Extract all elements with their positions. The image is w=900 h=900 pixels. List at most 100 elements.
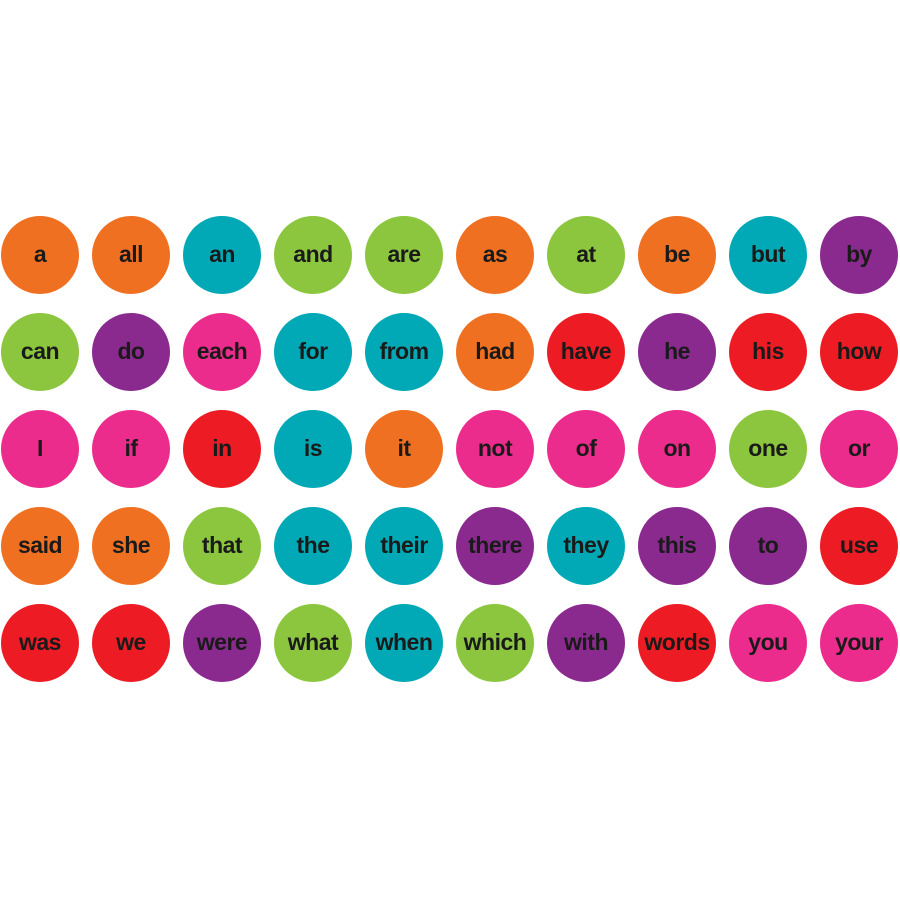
word-circle bbox=[274, 604, 352, 682]
word-circle bbox=[638, 216, 716, 294]
word-label: words bbox=[643, 629, 709, 655]
word-label: from bbox=[379, 338, 428, 364]
word-circle bbox=[92, 216, 170, 294]
word-circle bbox=[365, 313, 443, 391]
word-label: on bbox=[663, 435, 690, 461]
word-circle bbox=[183, 604, 261, 682]
word-circle bbox=[274, 216, 352, 294]
word-label: an bbox=[209, 241, 235, 267]
word-circle bbox=[729, 313, 807, 391]
word-label: with bbox=[563, 629, 608, 655]
word-circle bbox=[638, 604, 716, 682]
word-label: I bbox=[37, 435, 43, 461]
word-circle bbox=[820, 410, 898, 488]
word-label: they bbox=[563, 532, 609, 558]
word-label: to bbox=[758, 532, 779, 558]
word-label: in bbox=[212, 435, 231, 461]
word-circle bbox=[547, 313, 625, 391]
word-circle bbox=[638, 507, 716, 585]
word-circle bbox=[729, 507, 807, 585]
word-circle bbox=[92, 604, 170, 682]
word-label: if bbox=[124, 435, 138, 461]
word-circle bbox=[365, 410, 443, 488]
word-circle bbox=[456, 507, 534, 585]
word-label: each bbox=[197, 338, 247, 364]
word-label: of bbox=[576, 435, 598, 461]
word-label: and bbox=[293, 241, 332, 267]
word-label: there bbox=[468, 532, 522, 558]
word-circle bbox=[1, 604, 79, 682]
word-label: can bbox=[21, 338, 59, 364]
word-circle bbox=[183, 410, 261, 488]
word-label: the bbox=[297, 532, 330, 558]
word-circle bbox=[456, 604, 534, 682]
word-circle bbox=[274, 410, 352, 488]
word-circle bbox=[183, 216, 261, 294]
word-circle bbox=[820, 507, 898, 585]
word-label: which bbox=[463, 629, 527, 655]
word-label: this bbox=[658, 532, 697, 558]
word-circle bbox=[1, 507, 79, 585]
word-circle bbox=[365, 604, 443, 682]
word-circle bbox=[1, 216, 79, 294]
word-label: we bbox=[115, 629, 146, 655]
word-circle bbox=[729, 410, 807, 488]
word-label: is bbox=[304, 435, 322, 461]
word-circle bbox=[365, 507, 443, 585]
word-label: his bbox=[752, 338, 784, 364]
word-label: use bbox=[840, 532, 878, 558]
word-label: for bbox=[298, 338, 328, 364]
word-circle bbox=[820, 216, 898, 294]
word-circle bbox=[274, 313, 352, 391]
word-circle bbox=[365, 216, 443, 294]
word-label: when bbox=[375, 629, 433, 655]
word-label: by bbox=[846, 241, 873, 267]
word-circle bbox=[183, 507, 261, 585]
word-circle bbox=[92, 410, 170, 488]
word-label: he bbox=[664, 338, 690, 364]
word-label: you bbox=[748, 629, 787, 655]
word-label: be bbox=[664, 241, 690, 267]
word-label: do bbox=[117, 338, 145, 364]
word-circle bbox=[547, 410, 625, 488]
word-circle bbox=[729, 216, 807, 294]
word-circle bbox=[638, 313, 716, 391]
word-circle bbox=[1, 313, 79, 391]
word-label: their bbox=[380, 532, 428, 558]
word-label: one bbox=[748, 435, 787, 461]
word-circle bbox=[92, 507, 170, 585]
word-circle bbox=[547, 604, 625, 682]
word-label: had bbox=[475, 338, 514, 364]
word-circle bbox=[547, 216, 625, 294]
word-circle bbox=[456, 313, 534, 391]
word-circle bbox=[820, 313, 898, 391]
word-circle bbox=[183, 313, 261, 391]
word-label: it bbox=[397, 435, 411, 461]
word-label: are bbox=[387, 241, 420, 267]
word-label: but bbox=[751, 241, 786, 267]
word-circle bbox=[638, 410, 716, 488]
word-circle bbox=[1, 410, 79, 488]
word-circle bbox=[729, 604, 807, 682]
word-label: that bbox=[202, 532, 243, 558]
word-circle bbox=[456, 216, 534, 294]
word-label: or bbox=[848, 435, 871, 461]
word-label: said bbox=[18, 532, 62, 558]
word-label: a bbox=[34, 241, 47, 267]
word-label: not bbox=[478, 435, 513, 461]
word-label: at bbox=[576, 241, 596, 267]
word-label: she bbox=[112, 532, 150, 558]
word-label: what bbox=[287, 629, 339, 655]
word-label: was bbox=[18, 629, 61, 655]
word-circle bbox=[92, 313, 170, 391]
word-circle bbox=[456, 410, 534, 488]
word-label: how bbox=[837, 338, 882, 364]
word-label: as bbox=[483, 241, 508, 267]
word-label: have bbox=[561, 338, 611, 364]
word-label: all bbox=[119, 241, 143, 267]
word-label: were bbox=[196, 629, 247, 655]
word-circle bbox=[547, 507, 625, 585]
word-label: your bbox=[835, 629, 883, 655]
